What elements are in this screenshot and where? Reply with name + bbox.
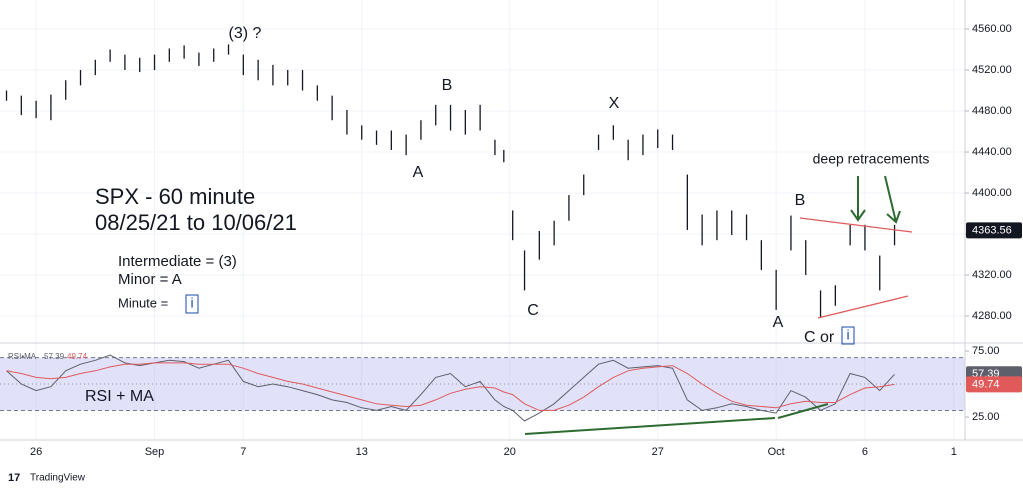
wave-label: B: [442, 77, 453, 94]
trendline: [799, 217, 913, 233]
note: Minute =: [118, 295, 168, 310]
rsi-badge: [966, 376, 1022, 393]
x-tick-label: 13: [356, 446, 368, 458]
wave-label: (3) ?: [229, 25, 262, 42]
rsi-line: [6, 362, 895, 411]
rsi-legend: RSI•MA: [8, 352, 37, 361]
label-box: [841, 326, 855, 345]
label-box: [185, 294, 199, 314]
arrow: [884, 175, 901, 224]
rsi-legend-value: 57.39: [44, 352, 65, 361]
x-tick-label: 1: [951, 446, 957, 458]
divergence-line: [524, 417, 776, 435]
y-tick-label: 4320.00: [972, 269, 1012, 281]
x-tick-label: 27: [652, 446, 664, 458]
wave-label: X: [609, 95, 620, 112]
rsi-legend-value: 49.74: [67, 352, 88, 361]
y-tick-label: 4440.00: [972, 146, 1012, 158]
brand-logo: 17: [8, 472, 20, 484]
note: Intermediate = (3): [118, 253, 237, 270]
x-tick-label: 6: [862, 446, 868, 458]
trendline: [817, 295, 909, 319]
annotation: deep retracements: [813, 151, 930, 167]
rsi-badge-label: 49.74: [972, 378, 1000, 390]
marks: [5, 44, 896, 422]
wave-label: C: [527, 302, 539, 319]
y-tick-label: 75.00: [972, 345, 1000, 357]
chart-subtitle: 08/25/21 to 10/06/21: [95, 210, 297, 235]
x-tick-label: Oct: [768, 446, 785, 458]
y-tick-label: 4280.00: [972, 310, 1012, 322]
note: i: [190, 295, 193, 311]
y-tick-label: 4400.00: [972, 187, 1012, 199]
arrow: [850, 176, 866, 222]
x-tick-label: 20: [504, 446, 516, 458]
wave-label: i: [846, 327, 849, 343]
y-tick-label: 4560.00: [972, 23, 1012, 35]
wave-label: B: [795, 192, 806, 209]
arrows: [850, 175, 901, 224]
y-tick-label: 4480.00: [972, 105, 1012, 117]
note: Minor = A: [118, 271, 182, 288]
wave-label: A: [413, 164, 424, 181]
chart-title: SPX - 60 minute: [95, 184, 255, 209]
grid: [0, 0, 965, 440]
x-tick-label: 7: [240, 446, 246, 458]
rsi-title: RSI + MA: [85, 388, 154, 405]
brand: TradingView: [30, 473, 86, 484]
x-tick-label: 26: [30, 446, 42, 458]
divergence-line: [777, 403, 829, 419]
x-tick-label: Sep: [145, 446, 165, 458]
price-badge: [966, 222, 1022, 239]
y-tick-label: 4520.00: [972, 64, 1012, 76]
wave-label: C or: [804, 329, 835, 346]
y-tick-label: 25.00: [972, 411, 1000, 423]
wave-label: A: [773, 314, 784, 331]
price-badge-label: 4363.56: [972, 224, 1012, 236]
